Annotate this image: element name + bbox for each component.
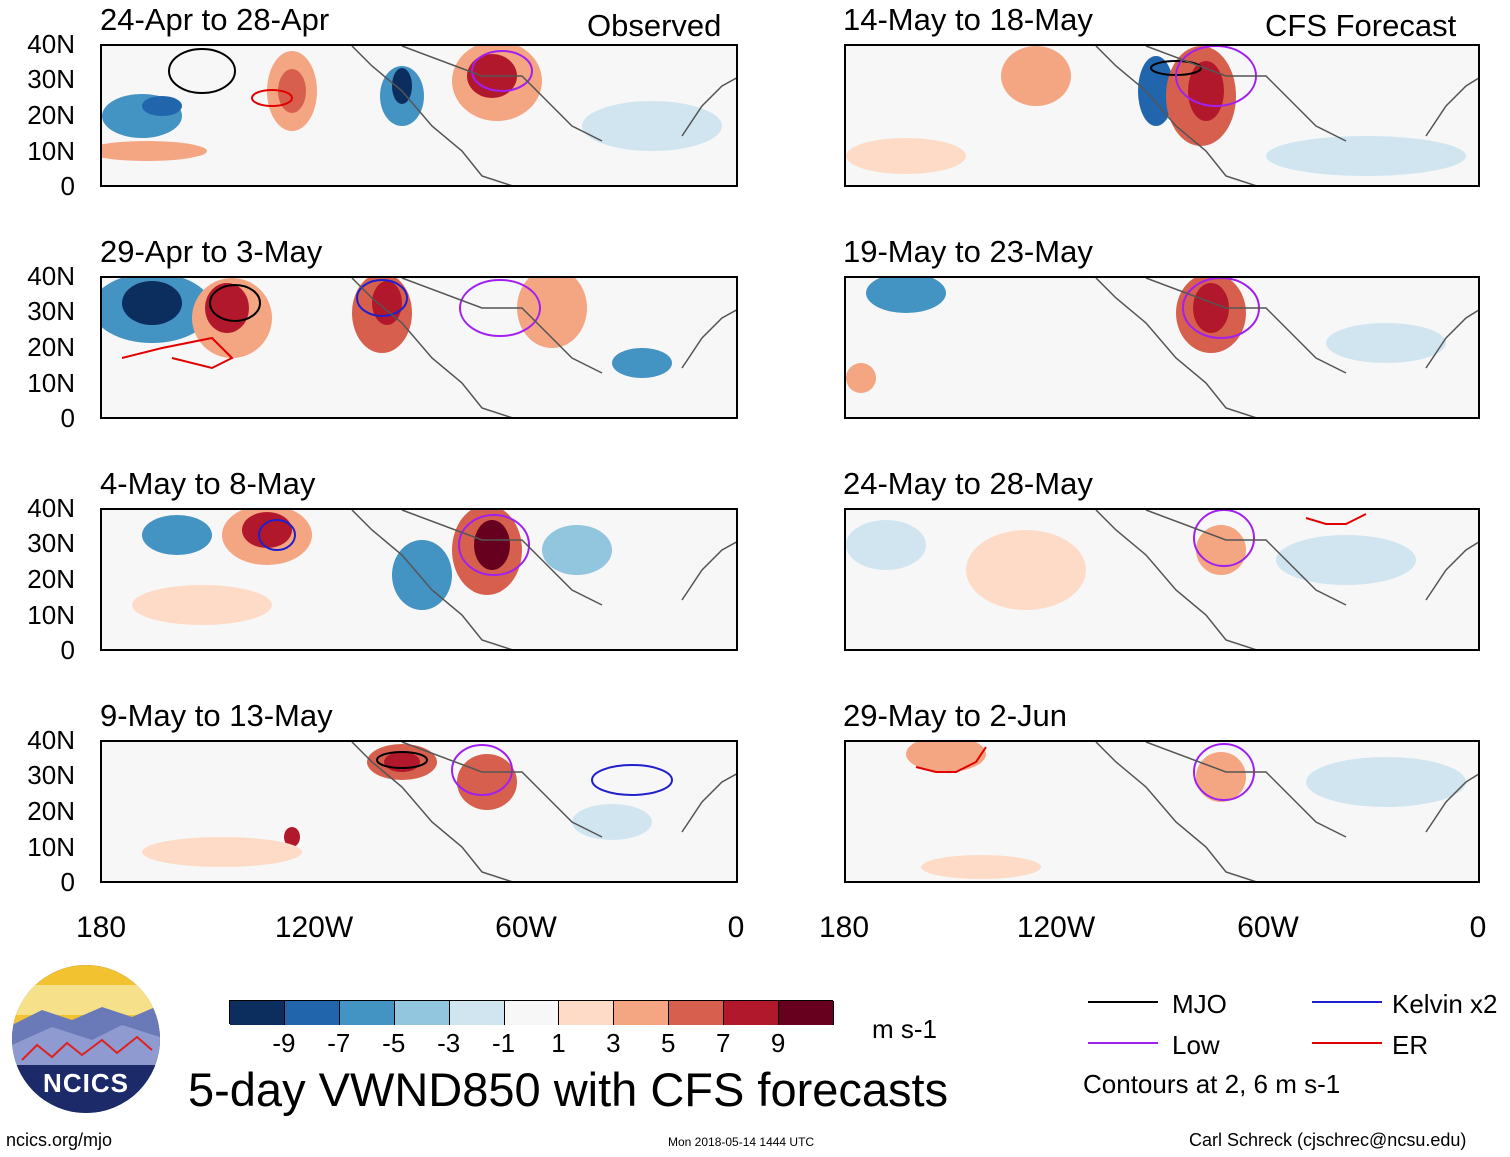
- map-panel-forecast-3: [844, 508, 1480, 651]
- panel-title-7: 24-May to 28-May: [843, 466, 1093, 501]
- figure-title: 5-day VWND850 with CFS forecasts: [188, 1063, 949, 1116]
- colorbar-tick-label: -9: [272, 1028, 296, 1058]
- lat-label: 20N: [27, 564, 75, 594]
- lat-label: 0: [60, 867, 75, 897]
- lat-label: 30N: [27, 760, 75, 790]
- lon-label-60w-left: 60W: [495, 911, 557, 944]
- map-panel-observed-1: [100, 44, 738, 187]
- panel-title-1: 24-Apr to 28-Apr: [100, 2, 330, 37]
- colorbar-swatch: [339, 1001, 395, 1025]
- ncics-logo[interactable]: NCICS: [12, 965, 160, 1113]
- lon-label-0-left: 0: [727, 911, 745, 944]
- colorbar-swatch: [669, 1001, 725, 1025]
- panel-title-3: 4-May to 8-May: [100, 466, 316, 501]
- panel-title-6: 19-May to 23-May: [843, 234, 1093, 269]
- lat-label: 10N: [27, 832, 75, 862]
- colorbar-swatch: [449, 1001, 505, 1025]
- map-panel-observed-4: [100, 740, 738, 883]
- footer-author: Carl Schreck (cjschrec@ncsu.edu): [1189, 1130, 1467, 1150]
- lat-label: 10N: [27, 368, 75, 398]
- panel-title-2: 29-Apr to 3-May: [100, 234, 323, 269]
- colorbar-swatch: [724, 1001, 780, 1025]
- lat-label: 20N: [27, 100, 75, 130]
- legend-line-swatch: [1088, 1001, 1158, 1003]
- colorbar-swatch: [230, 1001, 285, 1025]
- map-panel-observed-2: [100, 276, 738, 419]
- lat-label: 20N: [27, 332, 75, 362]
- colorbar-tick-label: -5: [382, 1028, 406, 1058]
- map-panel-observed-3: [100, 508, 738, 651]
- legend-label: Kelvin x2: [1392, 989, 1498, 1019]
- colorbar-tick-label: -3: [437, 1028, 461, 1058]
- lon-label-0-right: 0: [1469, 911, 1487, 944]
- map-panel-forecast-4: [844, 740, 1480, 883]
- colorbar-tick-label: 1: [551, 1028, 566, 1058]
- legend-label: MJO: [1172, 989, 1227, 1019]
- colorbar-tick-label: 5: [661, 1028, 676, 1058]
- colorbar-swatch: [614, 1001, 670, 1025]
- lat-label: 20N: [27, 796, 75, 826]
- legend-line-swatch: [1312, 1042, 1382, 1044]
- lat-label: 10N: [27, 600, 75, 630]
- observed-label: Observed: [587, 8, 722, 43]
- lon-label-60w-right: 60W: [1237, 911, 1299, 944]
- footer-url[interactable]: ncics.org/mjo: [6, 1130, 113, 1150]
- colorbar-tick-label: -7: [327, 1028, 351, 1058]
- panel-title-8: 29-May to 2-Jun: [843, 698, 1067, 733]
- lon-label-180-right: 180: [818, 911, 870, 944]
- lat-label: 30N: [27, 64, 75, 94]
- colorbar-tick-label: 3: [606, 1028, 621, 1058]
- colorbar-units: m s-1: [872, 1014, 937, 1044]
- colorbar: [229, 1000, 834, 1025]
- colorbar-tick-label: -1: [491, 1028, 516, 1058]
- logo-text: NCICS: [43, 1068, 129, 1098]
- lat-label: 0: [60, 635, 75, 665]
- legend-line-swatch: [1088, 1042, 1158, 1044]
- forecast-label: CFS Forecast: [1265, 8, 1457, 43]
- colorbar-swatch: [394, 1001, 450, 1025]
- footer-timestamp: Mon 2018-05-14 1444 UTC: [668, 1135, 815, 1149]
- panel-title-4: 9-May to 13-May: [100, 698, 333, 733]
- panel-title-5: 14-May to 18-May: [843, 2, 1093, 37]
- lat-label: 30N: [27, 528, 75, 558]
- colorbar-swatch: [559, 1001, 615, 1025]
- lat-label: 30N: [27, 296, 75, 326]
- lon-label-180-left: 180: [75, 911, 127, 944]
- colorbar-swatch: [779, 1001, 834, 1025]
- lat-label: 0: [60, 403, 75, 433]
- colorbar-swatch: [284, 1001, 340, 1025]
- lon-label-120w-left: 120W: [274, 911, 354, 944]
- legend-contour-note: Contours at 2, 6 m s-1: [1083, 1069, 1341, 1099]
- map-panel-forecast-1: [844, 44, 1480, 187]
- legend-label: ER: [1392, 1030, 1429, 1060]
- colorbar-tick-label: 7: [715, 1028, 731, 1058]
- lat-label: 0: [60, 171, 75, 201]
- lat-label: 40N: [27, 493, 75, 523]
- lat-label: 40N: [27, 261, 75, 291]
- lon-label-120w-right: 120W: [1016, 911, 1096, 944]
- legend-line-swatch: [1312, 1001, 1382, 1003]
- colorbar-tick-label: 9: [770, 1028, 786, 1058]
- legend-label: Low: [1172, 1030, 1220, 1060]
- colorbar-swatch: [504, 1001, 560, 1025]
- lat-label: 10N: [27, 136, 75, 166]
- map-panel-forecast-2: [844, 276, 1480, 419]
- lat-label: 40N: [27, 29, 75, 59]
- lat-label: 40N: [27, 725, 75, 755]
